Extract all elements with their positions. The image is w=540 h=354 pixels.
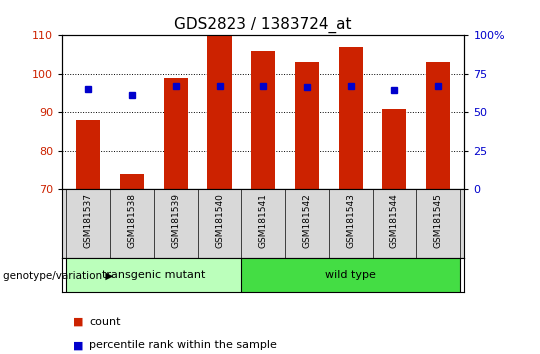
Bar [382, 109, 407, 189]
Bar [426, 62, 450, 189]
Text: ■: ■ [73, 317, 83, 327]
Bar [339, 47, 363, 189]
Text: percentile rank within the sample: percentile rank within the sample [89, 340, 277, 350]
Text: GSM181537: GSM181537 [84, 193, 93, 248]
Text: ■: ■ [73, 340, 83, 350]
Bar [76, 120, 100, 189]
Bar [295, 62, 319, 189]
Title: GDS2823 / 1383724_at: GDS2823 / 1383724_at [174, 16, 352, 33]
Text: GSM181544: GSM181544 [390, 193, 399, 247]
Bar [207, 35, 232, 189]
Bar [164, 78, 188, 189]
Bar [120, 174, 144, 189]
Text: GSM181541: GSM181541 [259, 193, 268, 248]
Text: GSM181539: GSM181539 [171, 193, 180, 248]
Text: count: count [89, 317, 120, 327]
Text: GSM181545: GSM181545 [434, 193, 443, 248]
Text: GSM181542: GSM181542 [302, 193, 312, 247]
Text: genotype/variation ▶: genotype/variation ▶ [3, 271, 113, 281]
Text: GSM181543: GSM181543 [346, 193, 355, 248]
Bar [66, 258, 241, 292]
Text: GSM181540: GSM181540 [215, 193, 224, 248]
Text: GSM181538: GSM181538 [127, 193, 137, 248]
Text: wild type: wild type [325, 270, 376, 280]
Bar [251, 51, 275, 189]
Bar [241, 258, 460, 292]
Text: transgenic mutant: transgenic mutant [102, 270, 206, 280]
